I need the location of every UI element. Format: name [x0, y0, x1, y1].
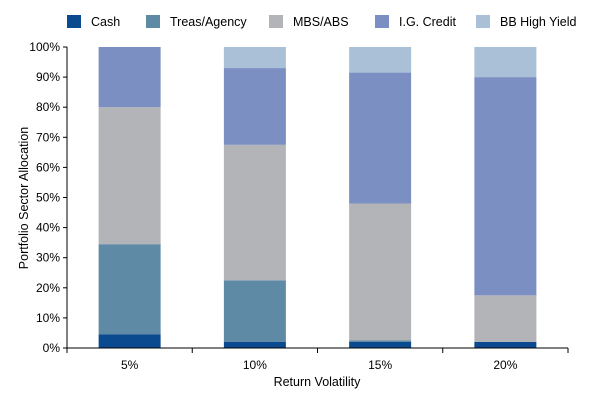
x-tick-label: 15%	[368, 358, 392, 372]
bar-segment-mbs-abs-20	[474, 295, 537, 342]
legend-swatch-bb-high-yield	[476, 15, 490, 28]
bar-segment-cash-5	[98, 334, 161, 348]
y-tick-label: 60%	[36, 160, 60, 174]
x-tick-label: 10%	[243, 358, 267, 372]
x-ticks: 5% 10% 15% 20%	[66, 348, 569, 372]
y-tick-label: 20%	[36, 281, 60, 295]
y-axis-title: Portfolio Sector Allocation	[17, 127, 31, 269]
bar-segment-treas-agency-10	[223, 280, 286, 342]
bar-segment-i-g-credit-15	[349, 72, 412, 204]
y-tick-label: 40%	[36, 221, 60, 235]
y-tick-label: 70%	[36, 130, 60, 144]
y-tick-label: 10%	[36, 311, 60, 325]
bar-segment-mbs-abs-15	[349, 203, 412, 341]
bar-segment-treas-agency-15	[349, 340, 412, 342]
legend-swatch-cash	[67, 15, 81, 28]
legend-swatch-treas-agency	[146, 15, 160, 28]
y-tick-label: 50%	[36, 191, 60, 205]
y-tick-label: 90%	[36, 70, 60, 84]
y-tick-label: 100%	[29, 40, 60, 54]
y-ticks: 0% 10% 20% 30% 40% 50% 60% 70% 80% 90% 100%	[29, 40, 67, 355]
bars	[98, 47, 537, 348]
bar-segment-bb-high-yield-15	[349, 47, 412, 73]
legend-label-mbs-abs: MBS/ABS	[293, 15, 349, 29]
bar-segment-mbs-abs-10	[223, 144, 286, 281]
bar-segment-cash-10	[223, 341, 286, 348]
legend: Cash Treas/Agency MBS/ABS I.G. Credit BB Hig…	[67, 15, 576, 29]
bar-segment-cash-20	[474, 341, 537, 348]
x-tick-label: 5%	[121, 358, 139, 372]
bar-segment-bb-high-yield-10	[223, 47, 286, 69]
x-tick-label: 20%	[493, 358, 517, 372]
legend-swatch-i-g-credit	[375, 15, 389, 28]
legend-label-treas-agency: Treas/Agency	[170, 15, 247, 29]
legend-label-bb-high-yield: BB High Yield	[500, 15, 576, 29]
y-tick-label: 80%	[36, 100, 60, 114]
legend-label-cash: Cash	[91, 15, 120, 29]
x-axis-title: Return Volatility	[274, 375, 362, 389]
legend-label-i-g-credit: I.G. Credit	[399, 15, 456, 29]
bar-segment-mbs-abs-5	[98, 107, 161, 245]
legend-swatch-mbs-abs	[269, 15, 283, 28]
y-tick-label: 30%	[36, 251, 60, 265]
bar-segment-treas-agency-5	[98, 244, 161, 335]
bar-segment-i-g-credit-5	[98, 47, 161, 108]
bar-segment-bb-high-yield-20	[474, 47, 537, 78]
bar-segment-i-g-credit-10	[223, 68, 286, 145]
bar-segment-i-g-credit-20	[474, 77, 537, 296]
bar-segment-cash-15	[349, 341, 412, 348]
y-tick-label: 0%	[43, 341, 61, 355]
